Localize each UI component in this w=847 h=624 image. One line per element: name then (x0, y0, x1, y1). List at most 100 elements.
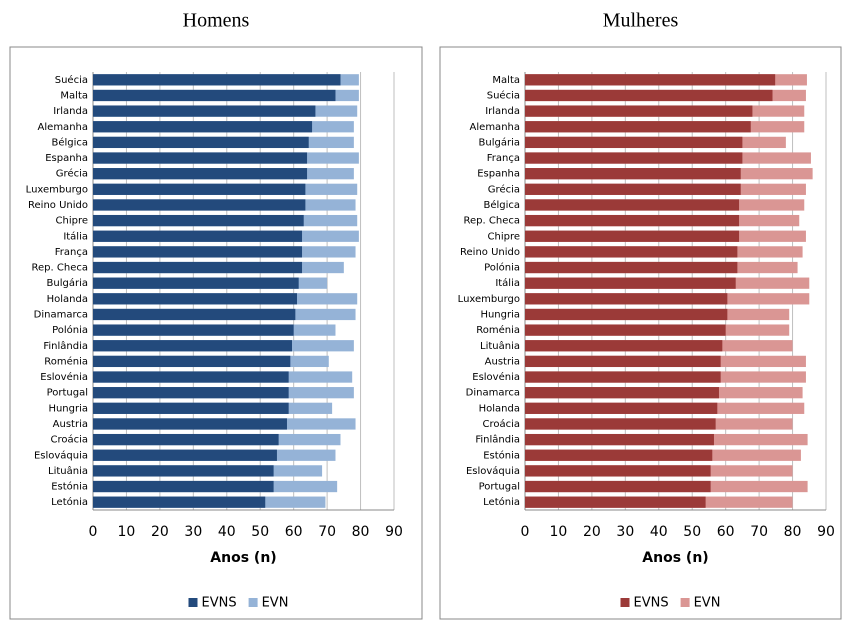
y-tick-label: Irlanda (485, 106, 520, 117)
y-tick-label: Suécia (55, 74, 88, 86)
x-tick-label: 60 (717, 524, 735, 540)
x-tick-label: 80 (352, 524, 370, 540)
x-tick-label: 50 (683, 524, 701, 540)
y-tick-label: Reino Unido (28, 200, 88, 211)
x-tick-label: 90 (385, 524, 403, 540)
bar (93, 230, 303, 242)
y-tick-label: Portugal (47, 388, 88, 399)
y-tick-label: Croácia (50, 434, 88, 446)
y-tick-label: Itália (63, 230, 88, 242)
y-tick-label: Polónia (52, 324, 88, 336)
y-tick-label: Letónia (483, 496, 520, 508)
bar (93, 168, 308, 180)
x-tick-label: 80 (784, 524, 802, 540)
bar (525, 89, 773, 102)
bar (525, 105, 753, 117)
chart-frame (439, 46, 842, 620)
y-tick-label: Austria (53, 419, 88, 430)
bar (525, 371, 721, 383)
bar (93, 121, 313, 133)
bar (525, 324, 726, 336)
x-tick-label: 10 (550, 524, 568, 540)
bar (93, 324, 294, 336)
bar (525, 277, 736, 289)
y-tick-label: Alemanha (470, 122, 520, 133)
y-tick-label: Lituânia (48, 465, 88, 477)
y-tick-label: Estónia (51, 481, 88, 493)
bar (525, 246, 738, 258)
x-tick-label: 40 (650, 524, 668, 540)
bar (525, 230, 740, 242)
bar (525, 293, 728, 305)
bar (525, 183, 741, 195)
legend-swatch (680, 598, 690, 607)
bar (525, 340, 723, 352)
y-tick-label: Roménia (476, 324, 520, 336)
bar (525, 465, 711, 477)
x-axis-title: Anos (n) (642, 550, 708, 566)
y-tick-label: Finlândia (475, 434, 520, 446)
y-tick-label: Chipre (56, 216, 89, 227)
legend-label: EVN (262, 596, 289, 611)
x-tick-label: 20 (151, 524, 169, 540)
y-tick-label: Polónia (484, 262, 520, 274)
bar (93, 214, 304, 227)
bar (525, 261, 738, 274)
y-tick-label: Irlanda (53, 106, 88, 117)
bar (525, 387, 719, 399)
y-tick-label: Austria (485, 356, 520, 367)
y-tick-label: Rep. Checa (32, 263, 88, 274)
x-axis-title: Anos (n) (210, 550, 276, 566)
y-tick-label: Chipre (488, 231, 521, 242)
bar (93, 246, 303, 258)
x-tick-label: 70 (750, 524, 768, 540)
bar (525, 168, 741, 180)
x-tick-label: 70 (318, 524, 336, 540)
y-tick-label: Bulgária (47, 277, 88, 289)
legend-label: EVNS (202, 596, 237, 611)
y-tick-label: Bélgica (483, 199, 520, 211)
y-tick-label: Holanda (479, 403, 520, 414)
bar (93, 449, 277, 461)
bar (525, 480, 711, 493)
legend-label: EVN (694, 596, 721, 611)
bar (93, 199, 306, 211)
bar (525, 402, 718, 414)
bar (93, 418, 287, 430)
legend-swatch (188, 598, 198, 607)
bar (525, 449, 713, 461)
bar (93, 355, 291, 368)
y-tick-label: França (487, 153, 520, 164)
x-tick-label: 30 (184, 524, 202, 540)
bar (525, 152, 743, 164)
bar (93, 136, 309, 149)
bar (525, 214, 740, 227)
bar (93, 308, 296, 321)
y-tick-label: Reino Unido (460, 247, 520, 258)
y-tick-label: Bélgica (51, 136, 88, 148)
bar (93, 496, 266, 508)
x-tick-label: 0 (521, 524, 530, 540)
y-tick-label: Letónia (51, 496, 88, 508)
x-tick-label: 20 (583, 524, 601, 540)
legend-swatch (248, 598, 258, 607)
bar (93, 74, 341, 86)
bar (525, 199, 740, 211)
bar (525, 496, 706, 508)
y-tick-label: Itália (495, 277, 520, 289)
chart-title: Mulheres (603, 10, 679, 32)
y-tick-label: Espanha (45, 153, 88, 164)
bar (525, 308, 728, 321)
y-tick-label: Portugal (479, 482, 520, 493)
y-tick-label: Holanda (47, 294, 88, 305)
y-tick-label: Finlândia (43, 340, 88, 352)
y-tick-label: Eslováquia (466, 465, 520, 477)
x-tick-label: 0 (89, 524, 98, 540)
y-tick-label: França (55, 247, 88, 258)
y-tick-label: Hungria (480, 309, 520, 320)
y-tick-label: Eslovénia (472, 371, 520, 383)
bar (525, 121, 751, 133)
legend-swatch (620, 598, 630, 607)
